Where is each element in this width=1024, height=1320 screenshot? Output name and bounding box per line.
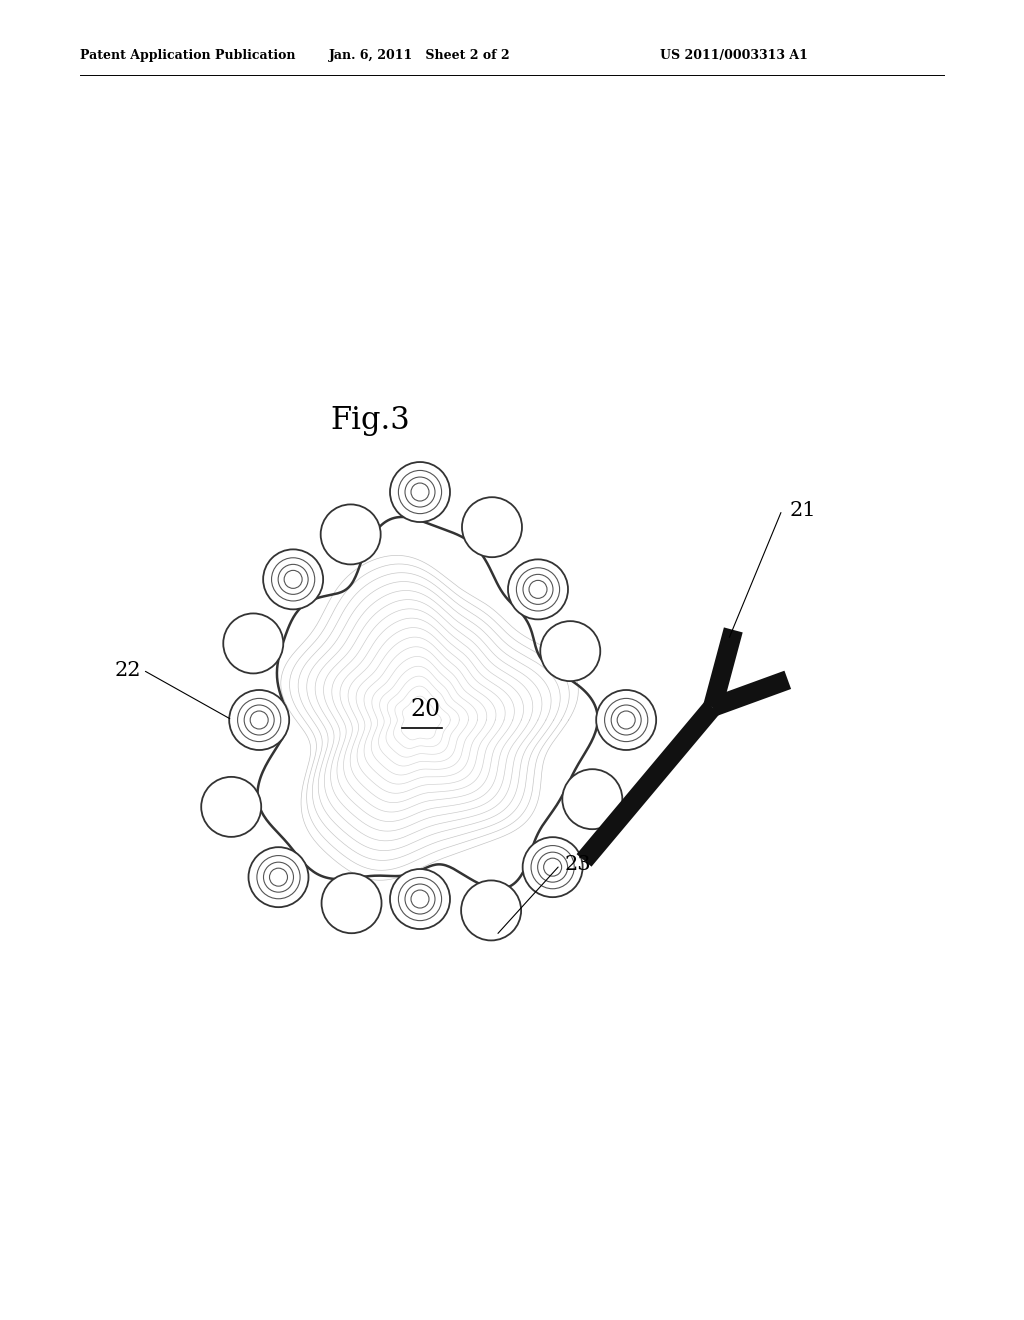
Circle shape <box>508 560 568 619</box>
Circle shape <box>201 777 261 837</box>
Circle shape <box>321 504 381 565</box>
Text: 23: 23 <box>565 855 592 874</box>
Circle shape <box>541 622 600 681</box>
Circle shape <box>229 690 289 750</box>
Text: Fig.3: Fig.3 <box>330 404 410 436</box>
Polygon shape <box>257 517 598 888</box>
Text: 21: 21 <box>790 500 816 520</box>
Circle shape <box>462 498 522 557</box>
Circle shape <box>461 880 521 940</box>
Circle shape <box>322 874 382 933</box>
Text: Jan. 6, 2011   Sheet 2 of 2: Jan. 6, 2011 Sheet 2 of 2 <box>329 49 511 62</box>
Circle shape <box>522 837 583 898</box>
Circle shape <box>223 614 284 673</box>
Circle shape <box>390 462 450 521</box>
Text: Patent Application Publication: Patent Application Publication <box>80 49 296 62</box>
Circle shape <box>562 770 623 829</box>
Circle shape <box>390 869 450 929</box>
Text: 22: 22 <box>115 660 141 680</box>
Circle shape <box>263 549 324 610</box>
Text: US 2011/0003313 A1: US 2011/0003313 A1 <box>660 49 808 62</box>
Circle shape <box>249 847 308 907</box>
Circle shape <box>596 690 656 750</box>
Text: 20: 20 <box>410 698 440 722</box>
